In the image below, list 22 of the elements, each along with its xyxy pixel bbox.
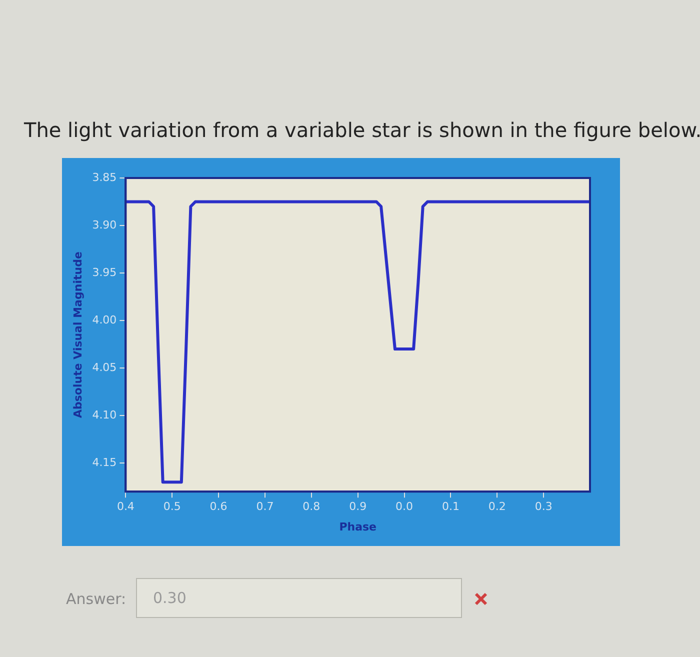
y-tick-label: 4.00: [92, 313, 117, 326]
x-tick-label: 0.2: [488, 500, 506, 514]
x-tick-label: 0.3: [534, 500, 552, 514]
x-tick-label: 0.0: [396, 500, 414, 514]
y-axis-title: Absolute Visual Magnitude: [71, 252, 84, 418]
x-tick-label: 0.8: [302, 500, 320, 514]
y-tick-label: 4.05: [92, 360, 117, 374]
text: Answer:: [66, 590, 126, 608]
x-tick-label: 0.7: [256, 500, 274, 514]
y-tick-label: 3.90: [92, 218, 117, 232]
x-tick-label: 0.6: [210, 500, 228, 514]
text: 0.30: [136, 578, 462, 618]
y-tick-label: 4.10: [92, 408, 117, 422]
y-tick-label: 3.85: [92, 170, 117, 184]
y-tick-label: 4.15: [92, 456, 117, 469]
x-tick-label: 0.5: [163, 500, 181, 514]
x-axis-title: Phase: [339, 520, 377, 534]
x-tick-label: 0.4: [116, 500, 134, 514]
x-tick-label: 0.1: [442, 500, 460, 514]
chart-title: The light variation from a variable star is shown in the figure below.: [24, 118, 700, 142]
x-tick-label: 0.9: [349, 500, 367, 514]
y-tick-label: 3.95: [92, 266, 117, 279]
